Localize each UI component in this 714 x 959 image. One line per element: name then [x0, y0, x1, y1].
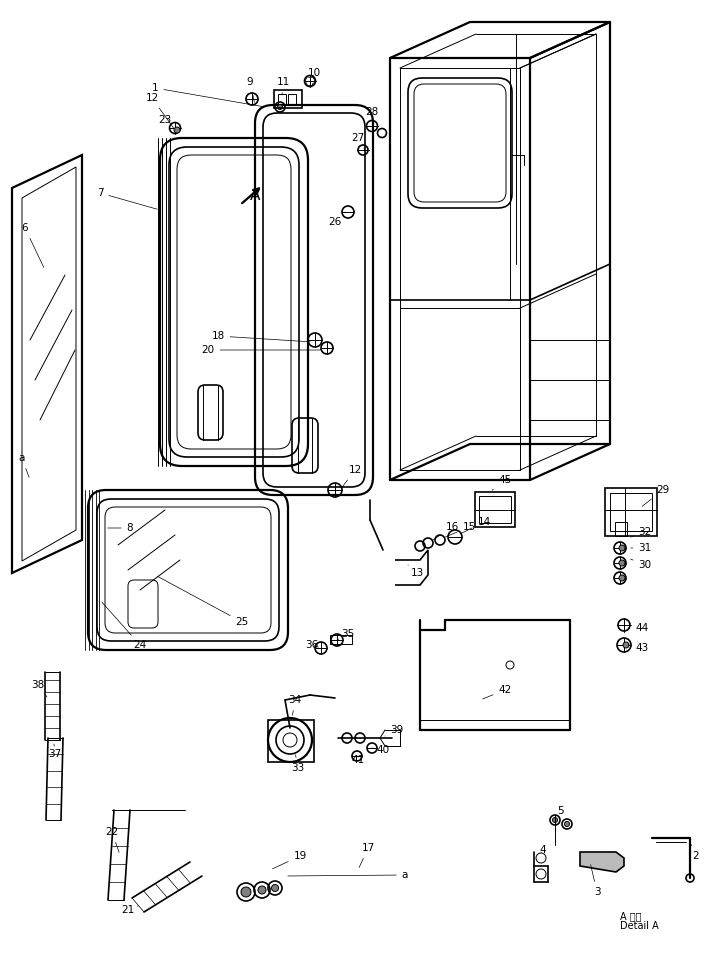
Circle shape — [271, 884, 278, 892]
Circle shape — [619, 545, 625, 551]
Text: 28: 28 — [366, 107, 378, 124]
Circle shape — [174, 127, 180, 133]
Text: 1: 1 — [151, 83, 262, 106]
Bar — [605, 488, 657, 536]
Text: 18: 18 — [211, 331, 310, 341]
Text: 10: 10 — [308, 68, 321, 85]
Bar — [288, 94, 296, 104]
Text: 8: 8 — [108, 523, 134, 533]
Text: 6: 6 — [21, 223, 44, 268]
Circle shape — [278, 105, 283, 109]
Circle shape — [623, 642, 629, 648]
Text: a: a — [288, 870, 408, 880]
Text: 33: 33 — [291, 755, 305, 773]
Text: 15: 15 — [446, 522, 476, 537]
Text: 44: 44 — [628, 623, 648, 633]
Text: 25: 25 — [158, 576, 248, 627]
Bar — [610, 493, 652, 531]
Text: 27: 27 — [351, 133, 365, 150]
Polygon shape — [580, 852, 624, 872]
Text: 11: 11 — [276, 77, 290, 95]
Bar — [278, 94, 286, 104]
Text: A 詳細: A 詳細 — [620, 911, 641, 921]
Text: 43: 43 — [628, 643, 648, 653]
Text: 39: 39 — [385, 725, 403, 736]
Circle shape — [553, 817, 558, 823]
Text: 22: 22 — [106, 827, 119, 853]
Text: 45: 45 — [492, 475, 512, 490]
Text: 20: 20 — [201, 345, 321, 355]
Bar — [274, 90, 302, 108]
Circle shape — [619, 560, 625, 566]
Circle shape — [258, 886, 266, 894]
Text: 42: 42 — [483, 685, 512, 699]
Text: 21: 21 — [121, 905, 138, 915]
Text: 3: 3 — [590, 865, 600, 897]
Text: 41: 41 — [351, 755, 365, 765]
Text: 12: 12 — [146, 93, 174, 128]
Text: 4: 4 — [540, 845, 546, 855]
Bar — [330, 635, 352, 644]
Bar — [268, 720, 314, 762]
Text: 40: 40 — [372, 745, 390, 755]
Circle shape — [241, 887, 251, 897]
Bar — [615, 522, 627, 536]
Circle shape — [619, 575, 625, 581]
Text: 13: 13 — [408, 565, 423, 578]
Text: 37: 37 — [49, 744, 61, 759]
Text: A: A — [250, 188, 260, 202]
Text: a: a — [19, 453, 29, 478]
Text: 36: 36 — [306, 640, 318, 650]
Text: 34: 34 — [288, 695, 301, 715]
Text: 31: 31 — [630, 543, 652, 553]
Text: 9: 9 — [247, 77, 254, 103]
Text: 16: 16 — [432, 522, 458, 541]
Text: 29: 29 — [642, 485, 670, 506]
Circle shape — [565, 822, 570, 827]
Text: 23: 23 — [159, 115, 176, 130]
Text: 32: 32 — [630, 527, 652, 537]
Text: 2: 2 — [691, 845, 699, 861]
Text: 14: 14 — [461, 517, 491, 534]
Text: 35: 35 — [337, 629, 355, 640]
Text: 7: 7 — [96, 188, 157, 209]
Text: 19: 19 — [273, 851, 306, 869]
Text: 12: 12 — [342, 465, 361, 488]
Text: 5: 5 — [555, 806, 563, 820]
Text: 24: 24 — [102, 602, 146, 650]
Text: 26: 26 — [328, 212, 345, 227]
Text: 38: 38 — [31, 680, 47, 697]
Bar — [479, 496, 511, 523]
Bar — [475, 492, 515, 527]
Text: 17: 17 — [359, 843, 375, 868]
Text: 30: 30 — [630, 559, 652, 570]
Text: Detail A: Detail A — [620, 921, 659, 931]
